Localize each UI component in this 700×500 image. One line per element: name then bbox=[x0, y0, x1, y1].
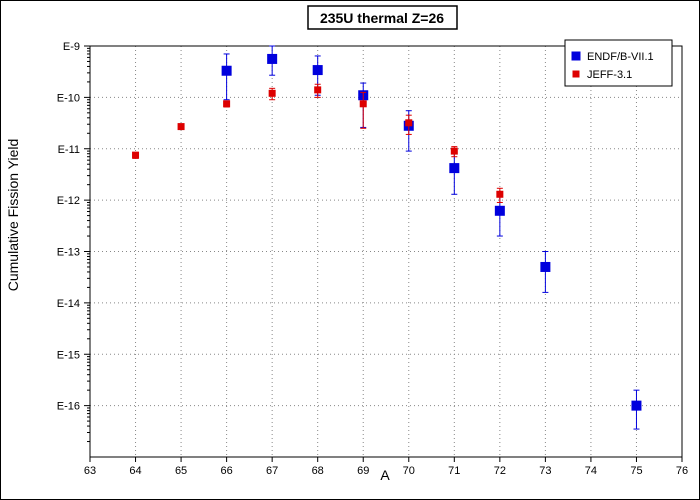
x-tick-label: 66 bbox=[220, 465, 232, 477]
legend-frame bbox=[564, 39, 673, 87]
x-tick-label: 65 bbox=[175, 465, 187, 477]
x-tick-label: 64 bbox=[129, 465, 141, 477]
data-point bbox=[450, 147, 458, 155]
legend: ENDF/B-VII.1 JEFF-3.1 bbox=[564, 39, 673, 87]
legend-marker-jeff bbox=[572, 70, 580, 78]
y-tick-label: E-14 bbox=[57, 298, 80, 310]
data-point bbox=[449, 163, 460, 174]
grid-layer bbox=[90, 45, 682, 457]
axis-layer: 63 64 65 66 67 68 69 70 71 72 73 74 75 76 E-16 E-15 E-14… bbox=[57, 41, 688, 477]
data-point bbox=[405, 119, 413, 127]
x-tick-label: 73 bbox=[539, 465, 551, 477]
data-point bbox=[267, 53, 278, 64]
x-tick-label: 71 bbox=[448, 465, 460, 477]
series-endf bbox=[221, 45, 642, 430]
y-tick-label: E-15 bbox=[57, 349, 80, 361]
legend-label-endf: ENDF/B-VII.1 bbox=[587, 51, 654, 63]
y-tick-label: E-12 bbox=[57, 195, 80, 207]
data-point bbox=[268, 89, 276, 97]
x-tick-label: 75 bbox=[630, 465, 642, 477]
data-point bbox=[132, 151, 140, 159]
x-tick-label: 76 bbox=[676, 465, 688, 477]
data-point bbox=[312, 65, 323, 76]
y-axis-title: Cumulative Fission Yield bbox=[5, 139, 21, 292]
data-point bbox=[314, 86, 322, 94]
x-tick-label: 74 bbox=[585, 465, 597, 477]
chart-title-box: 235U thermal Z=26 bbox=[307, 5, 458, 30]
data-point bbox=[494, 205, 505, 216]
series-layer bbox=[132, 45, 642, 430]
y-tick-label: E-11 bbox=[58, 144, 80, 156]
x-tick-label: 68 bbox=[312, 465, 324, 477]
data-point bbox=[221, 65, 232, 76]
data-point bbox=[631, 400, 642, 411]
data-point bbox=[359, 100, 367, 108]
legend-marker-endf bbox=[571, 51, 581, 61]
y-tick-label: E-10 bbox=[57, 92, 80, 104]
chart-title: 235U thermal Z=26 bbox=[320, 10, 444, 26]
data-point bbox=[540, 261, 551, 272]
y-tick-label: E-9 bbox=[63, 41, 80, 53]
x-axis-title: A bbox=[380, 467, 390, 483]
data-point bbox=[496, 190, 504, 198]
x-tick-label: 72 bbox=[494, 465, 506, 477]
y-tick-label: E-16 bbox=[57, 401, 80, 413]
y-tick-label: E-13 bbox=[57, 247, 80, 259]
chart-title-frame bbox=[307, 5, 458, 30]
legend-label-jeff: JEFF-3.1 bbox=[587, 69, 632, 81]
x-tick-label: 67 bbox=[266, 465, 278, 477]
data-point bbox=[223, 100, 231, 108]
x-tick-label: 70 bbox=[403, 465, 415, 477]
x-tick-label: 69 bbox=[357, 465, 369, 477]
x-tick-label: 63 bbox=[84, 465, 96, 477]
series-jeff bbox=[132, 83, 504, 203]
data-point bbox=[177, 123, 185, 131]
